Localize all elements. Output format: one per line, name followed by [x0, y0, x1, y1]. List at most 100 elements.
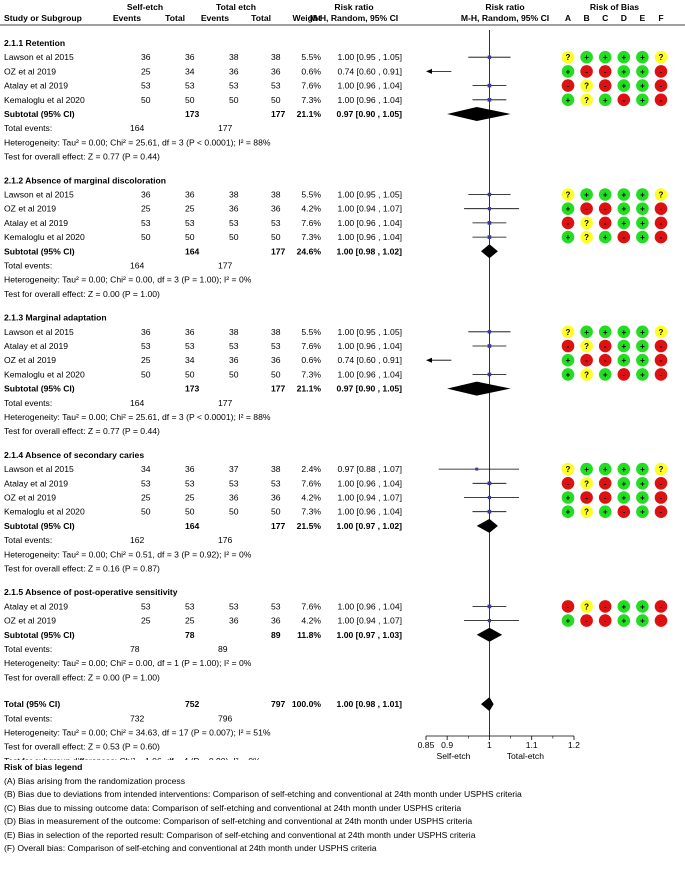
bias-col-f: F [658, 13, 663, 23]
study-ci: 1.00 [0.96 , 1.04] [337, 507, 402, 517]
study-ci: 1.00 [0.96 , 1.04] [337, 218, 402, 228]
study-weight: 7.6% [301, 341, 321, 351]
study-weight: 7.6% [301, 218, 321, 228]
subtotal-weight: 21.1% [297, 384, 322, 394]
subtotal-label: Subtotal (95% CI) [4, 109, 75, 119]
bias-dot [598, 325, 612, 339]
bias-symbol: - [604, 219, 607, 228]
bias-symbol: + [640, 219, 645, 228]
total-total: 36 [271, 66, 281, 76]
bias-dot [654, 505, 668, 518]
bias-dot [561, 202, 575, 215]
bias-symbol: - [604, 602, 607, 611]
study-ci: 1.00 [0.94 , 1.07] [337, 616, 402, 626]
total-total: 36 [271, 616, 281, 626]
bias-dot [654, 325, 668, 339]
bias-dot [561, 477, 575, 490]
events-total: 50 [229, 507, 239, 517]
events-total: 36 [229, 355, 239, 365]
bias-symbol: ? [566, 328, 571, 337]
bias-dot [654, 65, 668, 78]
header-rr-title: Risk ratio [334, 2, 373, 12]
events-sum-total: 177 [218, 398, 233, 408]
total-self: 50 [185, 369, 195, 379]
bias-symbol: - [660, 233, 663, 242]
study-name: Kemaloglu et al 2020 [4, 369, 85, 379]
total-self: 34 [185, 355, 195, 365]
bias-dot [636, 93, 649, 107]
bias-symbol: ? [584, 342, 589, 351]
bias-dot [561, 614, 575, 627]
study-ci: 0.74 [0.60 , 0.91] [337, 66, 402, 76]
study-name: Atalay et al 2019 [4, 601, 68, 611]
bias-symbol: + [640, 67, 645, 76]
bias-dot [654, 188, 668, 201]
x-tick-label: 1 [487, 740, 492, 750]
bias-dot [598, 202, 612, 215]
study-name: OZ et al 2019 [4, 66, 56, 76]
bias-symbol: + [640, 602, 645, 611]
bias-dot [561, 230, 575, 244]
subtotal-ci: 0.97 [0.90 , 1.05] [337, 384, 403, 394]
bias-symbol: - [585, 356, 588, 365]
events-self: 53 [141, 218, 151, 228]
point-estimate [487, 372, 492, 377]
study-weight: 0.6% [301, 355, 321, 365]
bias-symbol: + [603, 191, 608, 200]
bias-symbol: + [566, 617, 571, 626]
bias-symbol: - [622, 96, 625, 105]
heterogeneity: Heterogeneity: Tau² = 0.00; Chi² = 0.00,… [4, 658, 252, 668]
bias-symbol: + [640, 82, 645, 91]
bias-dot [598, 477, 612, 490]
bias-dot [580, 202, 593, 215]
bias-dot [636, 202, 649, 215]
study-ci: 1.00 [0.96 , 1.04] [337, 369, 402, 379]
study-weight: 7.3% [301, 507, 321, 517]
bias-dot [636, 477, 649, 490]
bias-symbol: ? [584, 233, 589, 242]
events-sum-self: 164 [130, 123, 145, 133]
bias-dot [617, 79, 631, 92]
point-estimate [487, 83, 492, 88]
bias-dot [617, 339, 631, 353]
study-ci: 1.00 [0.95 , 1.05] [337, 190, 402, 200]
header-total-2: Total [251, 13, 271, 23]
bias-dot [636, 188, 649, 201]
events-total: 38 [229, 190, 239, 200]
bias-dot [598, 600, 612, 613]
grand-events-self: 732 [130, 713, 145, 723]
total-label: Total (95% CI) [4, 699, 60, 709]
bias-symbol: + [621, 494, 626, 503]
subtotal-diamond [447, 107, 511, 121]
grand-events-total: 796 [218, 713, 233, 723]
bias-symbol: + [640, 342, 645, 351]
bias-dot [636, 339, 649, 353]
bias-symbol: - [622, 508, 625, 517]
bias-dot [598, 339, 612, 353]
bias-symbol: + [584, 328, 589, 337]
study-weight: 5.5% [301, 52, 321, 62]
total-events-label: Total events: [4, 123, 52, 133]
bias-dot [636, 79, 649, 92]
ci-arrow [426, 68, 432, 74]
bias-symbol: - [660, 370, 663, 379]
bias-dot [561, 505, 575, 518]
bias-dot [561, 79, 575, 92]
subtotal-self: 173 [185, 384, 200, 394]
bias-symbol: + [640, 233, 645, 242]
study-ci: 1.00 [0.95 , 1.05] [337, 52, 402, 62]
bias-symbol: - [567, 479, 570, 488]
bias-symbol: ? [584, 96, 589, 105]
study-name: Kemaloglu et al 2020 [4, 95, 85, 105]
events-sum-total: 177 [218, 123, 233, 133]
events-total: 37 [229, 464, 239, 474]
study-name: OZ et al 2019 [4, 493, 56, 503]
header-bias-title: Risk of Bias [590, 2, 639, 12]
total-self: 53 [185, 601, 195, 611]
bias-dot [580, 353, 593, 367]
study-name: OZ et al 2019 [4, 355, 56, 365]
events-self: 25 [141, 616, 151, 626]
bias-dot [617, 491, 631, 504]
bias-symbol: - [585, 205, 588, 214]
bias-col-d: D [621, 13, 627, 23]
